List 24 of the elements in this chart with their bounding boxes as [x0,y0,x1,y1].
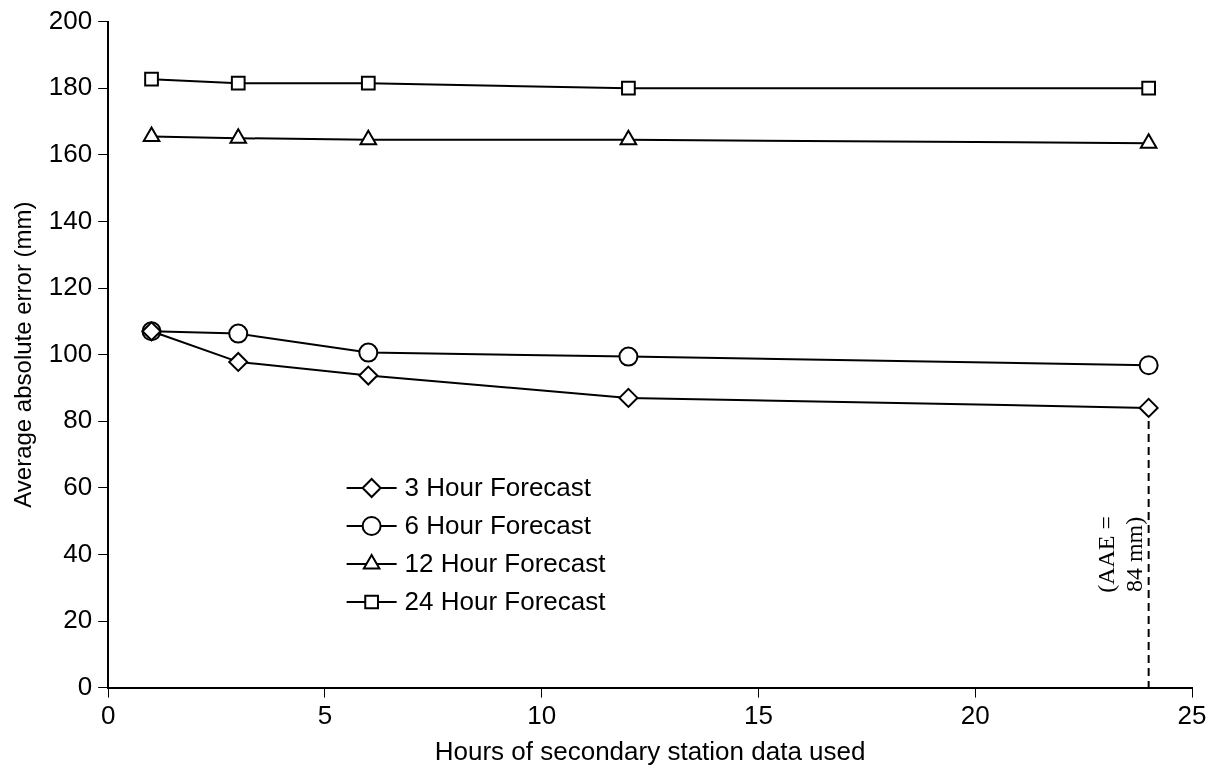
y-tick-label: 160 [48,137,93,168]
legend-label: 6 Hour Forecast [404,510,592,541]
y-tick-label: 0 [77,670,93,701]
y-tick-label: 100 [48,337,93,368]
y-axis-title: Average absolute error (mm) [9,201,37,508]
y-tick-label: 140 [48,204,93,235]
y-tick-label: 180 [48,71,93,102]
y-tick-label: 120 [48,271,93,302]
x-tick-label: 15 [744,700,773,731]
legend-label: 3 Hour Forecast [404,472,592,503]
legend-label: 24 Hour Forecast [404,586,607,617]
annotation: (AAE = 84 mm) [1092,515,1147,593]
x-tick-label: 5 [317,700,333,731]
y-tick-label: 60 [63,470,93,501]
x-tick-label: 0 [100,700,116,731]
y-tick-label: 80 [63,404,93,435]
x-tick-label: 10 [527,700,557,731]
x-axis-title: Hours of secondary station data used [434,735,866,766]
y-tick-label: 20 [63,604,93,635]
legend-label: 12 Hour Forecast [404,548,607,579]
x-tick-label: 25 [1177,700,1207,731]
x-tick-label: 20 [960,700,990,731]
y-tick-label: 200 [48,4,93,35]
y-tick-label: 40 [63,537,93,568]
